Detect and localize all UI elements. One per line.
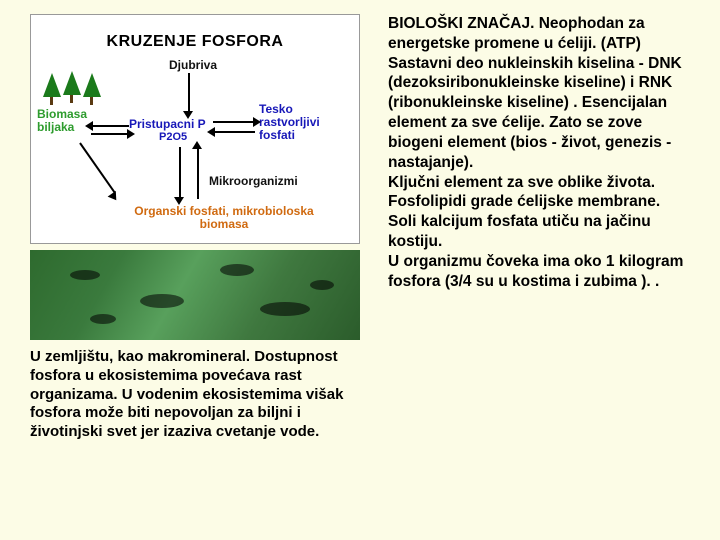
arrow-head-icon bbox=[183, 111, 193, 119]
label-mikro: Mikroorganizmi bbox=[209, 175, 298, 188]
label-biomasa: Biomasa biljaka bbox=[37, 108, 107, 134]
algae-photo bbox=[30, 250, 360, 340]
arrow-head-icon bbox=[192, 141, 202, 149]
arrow-head-icon bbox=[253, 117, 261, 127]
arrow-line bbox=[91, 133, 129, 135]
arrow-head-icon bbox=[127, 129, 135, 139]
arrow-line bbox=[188, 73, 190, 113]
tree-trunk-icon bbox=[90, 97, 93, 105]
arrow-head-icon bbox=[207, 127, 215, 137]
label-pristupacni-sub: P2O5 bbox=[159, 131, 187, 143]
arrow-head-icon bbox=[85, 121, 93, 131]
right-paragraph: BIOLOŠKI ZNAČAJ. Neophodan za energetske… bbox=[388, 14, 700, 292]
tree-trunk-icon bbox=[50, 97, 53, 105]
right-column: BIOLOŠKI ZNAČAJ. Neophodan za energetske… bbox=[388, 14, 700, 526]
label-organski: Organski fosfati, mikrobioloska biomasa bbox=[119, 205, 329, 231]
arrow-line bbox=[179, 147, 181, 199]
arrow-line bbox=[91, 125, 129, 127]
diagram-title: KRUZENJE FOSFORA bbox=[31, 33, 359, 51]
label-tesko: Tesko rastvorljivi fosfati bbox=[259, 103, 349, 143]
left-column: KRUZENJE FOSFORA Djubriva Biomasa biljak… bbox=[30, 14, 370, 526]
arrow-line bbox=[197, 147, 199, 199]
label-djubriva: Djubriva bbox=[169, 59, 217, 72]
arrow-head-icon bbox=[174, 197, 184, 205]
tree-icon bbox=[43, 73, 61, 97]
arrow-head-icon bbox=[108, 191, 121, 203]
arrow-line bbox=[213, 131, 255, 133]
arrow-line bbox=[213, 121, 255, 123]
tree-trunk-icon bbox=[70, 95, 73, 103]
phosphorus-cycle-diagram: KRUZENJE FOSFORA Djubriva Biomasa biljak… bbox=[30, 14, 360, 244]
tree-icon bbox=[63, 71, 81, 95]
label-pristupacni: Pristupacni P bbox=[129, 118, 206, 131]
tree-icon bbox=[83, 73, 101, 97]
left-paragraph: U zemljištu, kao makromineral. Dostupnos… bbox=[30, 348, 370, 442]
arrow-line bbox=[79, 142, 115, 192]
